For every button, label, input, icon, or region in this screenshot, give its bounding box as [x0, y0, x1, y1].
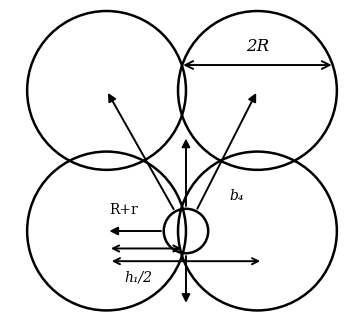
Text: R+r: R+r: [110, 203, 138, 217]
Text: h₁/2: h₁/2: [124, 271, 152, 285]
Text: b₄: b₄: [230, 189, 244, 203]
Text: 2R: 2R: [246, 39, 269, 56]
